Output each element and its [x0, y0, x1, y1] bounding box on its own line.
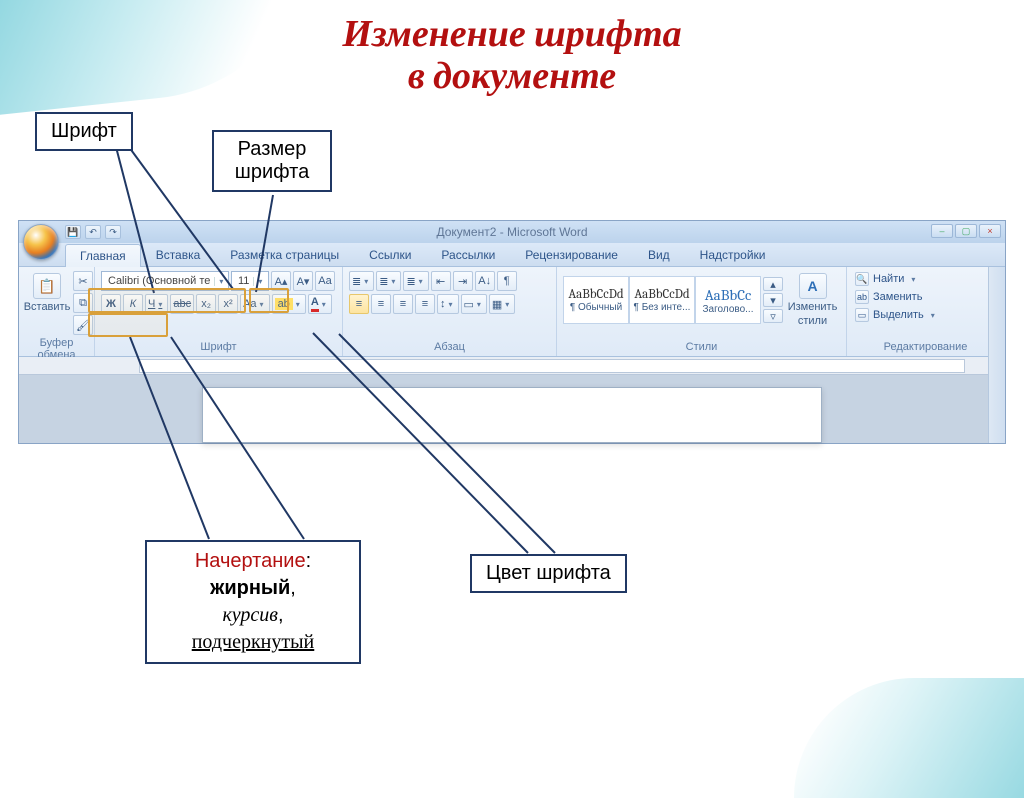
bold-button[interactable]: Ж: [101, 294, 121, 314]
align-right-button[interactable]: ≡: [393, 294, 413, 314]
ruler-scale: [139, 359, 965, 373]
chevron-down-icon: ▾: [293, 300, 303, 309]
callout-font-style: Начертание: жирный, курсив, подчеркнутый: [145, 540, 361, 664]
vertical-scrollbar[interactable]: [988, 267, 1005, 443]
ruler[interactable]: [19, 357, 1005, 375]
paste-button[interactable]: 📋 Вставить: [25, 271, 69, 315]
format-painter-button[interactable]: 🖌: [73, 315, 93, 335]
select-icon: ▭: [855, 308, 869, 322]
superscript-button[interactable]: x²: [218, 294, 238, 314]
styles-row-up[interactable]: ▴: [763, 277, 783, 291]
bullets-button[interactable]: ≣▾: [349, 271, 374, 291]
select-button[interactable]: ▭Выделить▾: [853, 307, 998, 323]
shrink-font-button[interactable]: A▾: [293, 271, 313, 291]
change-case-button[interactable]: Aa▾: [240, 294, 269, 314]
underline-button[interactable]: Ч▾: [145, 294, 168, 314]
sort-button[interactable]: A↓: [475, 271, 495, 291]
replace-button[interactable]: abЗаменить: [853, 289, 998, 305]
word-window: 💾 ↶ ↷ Документ2 - Microsoft Word – ▢ × Г…: [18, 220, 1006, 444]
group-clipboard: 📋 Вставить ✂ ⧉ 🖌 Буфер обмена: [19, 267, 95, 356]
paste-icon: 📋: [33, 273, 61, 299]
qat-redo-icon[interactable]: ↷: [105, 225, 121, 239]
find-button[interactable]: 🔍Найти▾: [853, 271, 998, 287]
grow-font-button[interactable]: A▴: [271, 271, 291, 291]
find-icon: 🔍: [855, 272, 869, 286]
chevron-down-icon: ▾: [253, 277, 263, 286]
tab-ссылки[interactable]: Ссылки: [354, 243, 426, 266]
callout-font: Шрифт: [35, 112, 133, 151]
page[interactable]: [202, 387, 822, 443]
italic-button[interactable]: К: [123, 294, 143, 314]
group-label-paragraph: Абзац: [349, 339, 550, 356]
decor-swoosh-bottom: [794, 678, 1024, 798]
highlight-button[interactable]: ab▾: [272, 294, 306, 314]
group-label-font: Шрифт: [101, 339, 336, 356]
align-left-button[interactable]: ≡: [349, 294, 369, 314]
style-item[interactable]: AaBbCcЗаголово...: [695, 276, 761, 324]
line-spacing-button[interactable]: ↕▾: [437, 294, 459, 314]
callout-font-size: Размер шрифта: [212, 130, 332, 192]
copy-button[interactable]: ⧉: [73, 293, 93, 313]
chevron-down-icon: ▾: [257, 300, 267, 309]
ribbon-tabs: ГлавнаяВставкаРазметка страницыСсылкиРас…: [19, 243, 1005, 267]
numbering-button[interactable]: ≣▾: [376, 271, 401, 291]
callout-font-color: Цвет шрифта: [470, 554, 627, 593]
shading-button[interactable]: ▭▾: [461, 294, 487, 314]
tab-разметка-страницы[interactable]: Разметка страницы: [215, 243, 354, 266]
group-label-editing: Редактирование: [853, 339, 998, 356]
increase-indent-button[interactable]: ⇥: [453, 271, 473, 291]
chevron-down-icon: ▾: [214, 277, 224, 286]
title-line-2: в документе: [408, 54, 616, 98]
tab-надстройки[interactable]: Надстройки: [685, 243, 781, 266]
chevron-down-icon: ▾: [155, 300, 165, 309]
quick-access-toolbar: 💾 ↶ ↷: [65, 225, 121, 239]
qat-save-icon[interactable]: 💾: [65, 225, 81, 239]
style-item[interactable]: AaBbCcDd¶ Обычный: [563, 276, 629, 324]
subscript-button[interactable]: x₂: [196, 294, 216, 314]
window-title: Документ2 - Microsoft Word: [436, 225, 587, 239]
show-marks-button[interactable]: ¶: [497, 271, 517, 291]
clear-format-button[interactable]: Aa: [315, 271, 335, 291]
office-button[interactable]: [23, 224, 59, 260]
group-styles: AaBbCcDd¶ ОбычныйAaBbCcDd¶ Без инте...Aa…: [557, 267, 847, 356]
change-styles-button[interactable]: A Изменить стили: [785, 271, 840, 329]
title-line-1: Изменение шрифта: [342, 12, 681, 56]
group-label-styles: Стили: [563, 339, 840, 356]
maximize-button[interactable]: ▢: [955, 224, 977, 238]
tab-вставка[interactable]: Вставка: [141, 243, 216, 266]
cut-button[interactable]: ✂: [73, 271, 93, 291]
align-center-button[interactable]: ≡: [371, 294, 391, 314]
tab-рецензирование[interactable]: Рецензирование: [510, 243, 633, 266]
replace-icon: ab: [855, 290, 869, 304]
font-name-combo[interactable]: Calibri (Основной те▾: [101, 271, 229, 291]
tab-рассылки[interactable]: Рассылки: [426, 243, 510, 266]
qat-undo-icon[interactable]: ↶: [85, 225, 101, 239]
strike-button[interactable]: abc: [170, 294, 194, 314]
minimize-button[interactable]: –: [931, 224, 953, 238]
decrease-indent-button[interactable]: ⇤: [431, 271, 451, 291]
ribbon: 📋 Вставить ✂ ⧉ 🖌 Буфер обмена Calibri (О…: [19, 267, 1005, 357]
borders-button[interactable]: ▦▾: [489, 294, 515, 314]
multilevel-button[interactable]: ≣▾: [403, 271, 428, 291]
close-button[interactable]: ×: [979, 224, 1001, 238]
group-editing: 🔍Найти▾ abЗаменить ▭Выделить▾ Редактиров…: [847, 267, 1005, 356]
titlebar: 💾 ↶ ↷ Документ2 - Microsoft Word – ▢ ×: [19, 221, 1005, 243]
style-item[interactable]: AaBbCcDd¶ Без инте...: [629, 276, 695, 324]
styles-more[interactable]: ▿: [763, 309, 783, 323]
font-size-combo[interactable]: 11▾: [231, 271, 269, 291]
slide-title: Изменение шрифта в документе: [0, 0, 1024, 98]
tab-вид[interactable]: Вид: [633, 243, 685, 266]
document-area: [19, 375, 1005, 443]
font-color-button[interactable]: A▾: [308, 294, 332, 314]
group-font: Calibri (Основной те▾ 11▾ A▴ A▾ Aa Ж К Ч…: [95, 267, 343, 356]
tab-главная[interactable]: Главная: [65, 244, 141, 267]
align-justify-button[interactable]: ≡: [415, 294, 435, 314]
chevron-down-icon: ▾: [319, 300, 329, 309]
styles-row-down[interactable]: ▾: [763, 293, 783, 307]
group-paragraph: ≣▾ ≣▾ ≣▾ ⇤ ⇥ A↓ ¶ ≡ ≡ ≡ ≡ ↕▾ ▭▾ ▦▾: [343, 267, 557, 356]
change-styles-icon: A: [799, 273, 827, 299]
